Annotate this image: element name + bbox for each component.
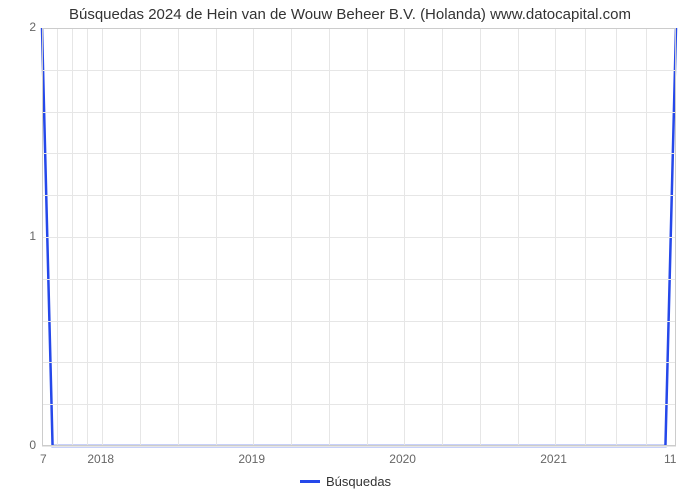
y-gridline bbox=[42, 237, 676, 238]
y-gridline-minor bbox=[42, 279, 676, 280]
x-gridline-minor bbox=[585, 28, 586, 446]
x-gridline-minor bbox=[367, 28, 368, 446]
x-gridline-minor bbox=[178, 28, 179, 446]
y-tick-label: 1 bbox=[29, 229, 36, 243]
y-tick-label: 2 bbox=[29, 20, 36, 34]
x-gridline-minor bbox=[518, 28, 519, 446]
plot-area bbox=[42, 28, 676, 446]
x-gridline-minor bbox=[329, 28, 330, 446]
x-tick-label: 2018 bbox=[87, 452, 114, 466]
x-gridline-minor bbox=[291, 28, 292, 446]
x-gridline-minor bbox=[442, 28, 443, 446]
axis-line bbox=[42, 28, 43, 446]
y-gridline-minor bbox=[42, 70, 676, 71]
x-gridline-minor bbox=[57, 28, 58, 446]
y-gridline-minor bbox=[42, 153, 676, 154]
x-tick-label: 2021 bbox=[540, 452, 567, 466]
axis-line bbox=[42, 28, 676, 29]
axis-line bbox=[42, 445, 676, 446]
corner-label-bottom-right: 11 bbox=[664, 452, 676, 466]
x-gridline-minor bbox=[72, 28, 73, 446]
y-gridline-minor bbox=[42, 112, 676, 113]
axis-line bbox=[675, 28, 676, 446]
x-gridline bbox=[555, 28, 556, 446]
x-gridline-minor bbox=[616, 28, 617, 446]
x-tick-label: 2020 bbox=[389, 452, 416, 466]
y-gridline-minor bbox=[42, 404, 676, 405]
x-gridline bbox=[253, 28, 254, 446]
chart-container: Búsquedas 2024 de Hein van de Wouw Behee… bbox=[0, 0, 700, 500]
legend-swatch bbox=[300, 480, 320, 483]
x-gridline bbox=[404, 28, 405, 446]
chart-title: Búsquedas 2024 de Hein van de Wouw Behee… bbox=[0, 6, 700, 23]
y-gridline-minor bbox=[42, 362, 676, 363]
legend-label: Búsquedas bbox=[326, 474, 391, 489]
x-gridline-minor bbox=[216, 28, 217, 446]
x-gridline-minor bbox=[480, 28, 481, 446]
x-gridline bbox=[102, 28, 103, 446]
y-gridline bbox=[42, 446, 676, 447]
corner-label-bottom-left: 7 bbox=[40, 452, 47, 466]
x-tick-label: 2019 bbox=[238, 452, 265, 466]
y-gridline-minor bbox=[42, 195, 676, 196]
y-gridline-minor bbox=[42, 321, 676, 322]
x-gridline-minor bbox=[87, 28, 88, 446]
y-tick-label: 0 bbox=[29, 438, 36, 452]
x-gridline-minor bbox=[140, 28, 141, 446]
x-gridline-minor bbox=[646, 28, 647, 446]
legend: Búsquedas bbox=[300, 474, 391, 489]
